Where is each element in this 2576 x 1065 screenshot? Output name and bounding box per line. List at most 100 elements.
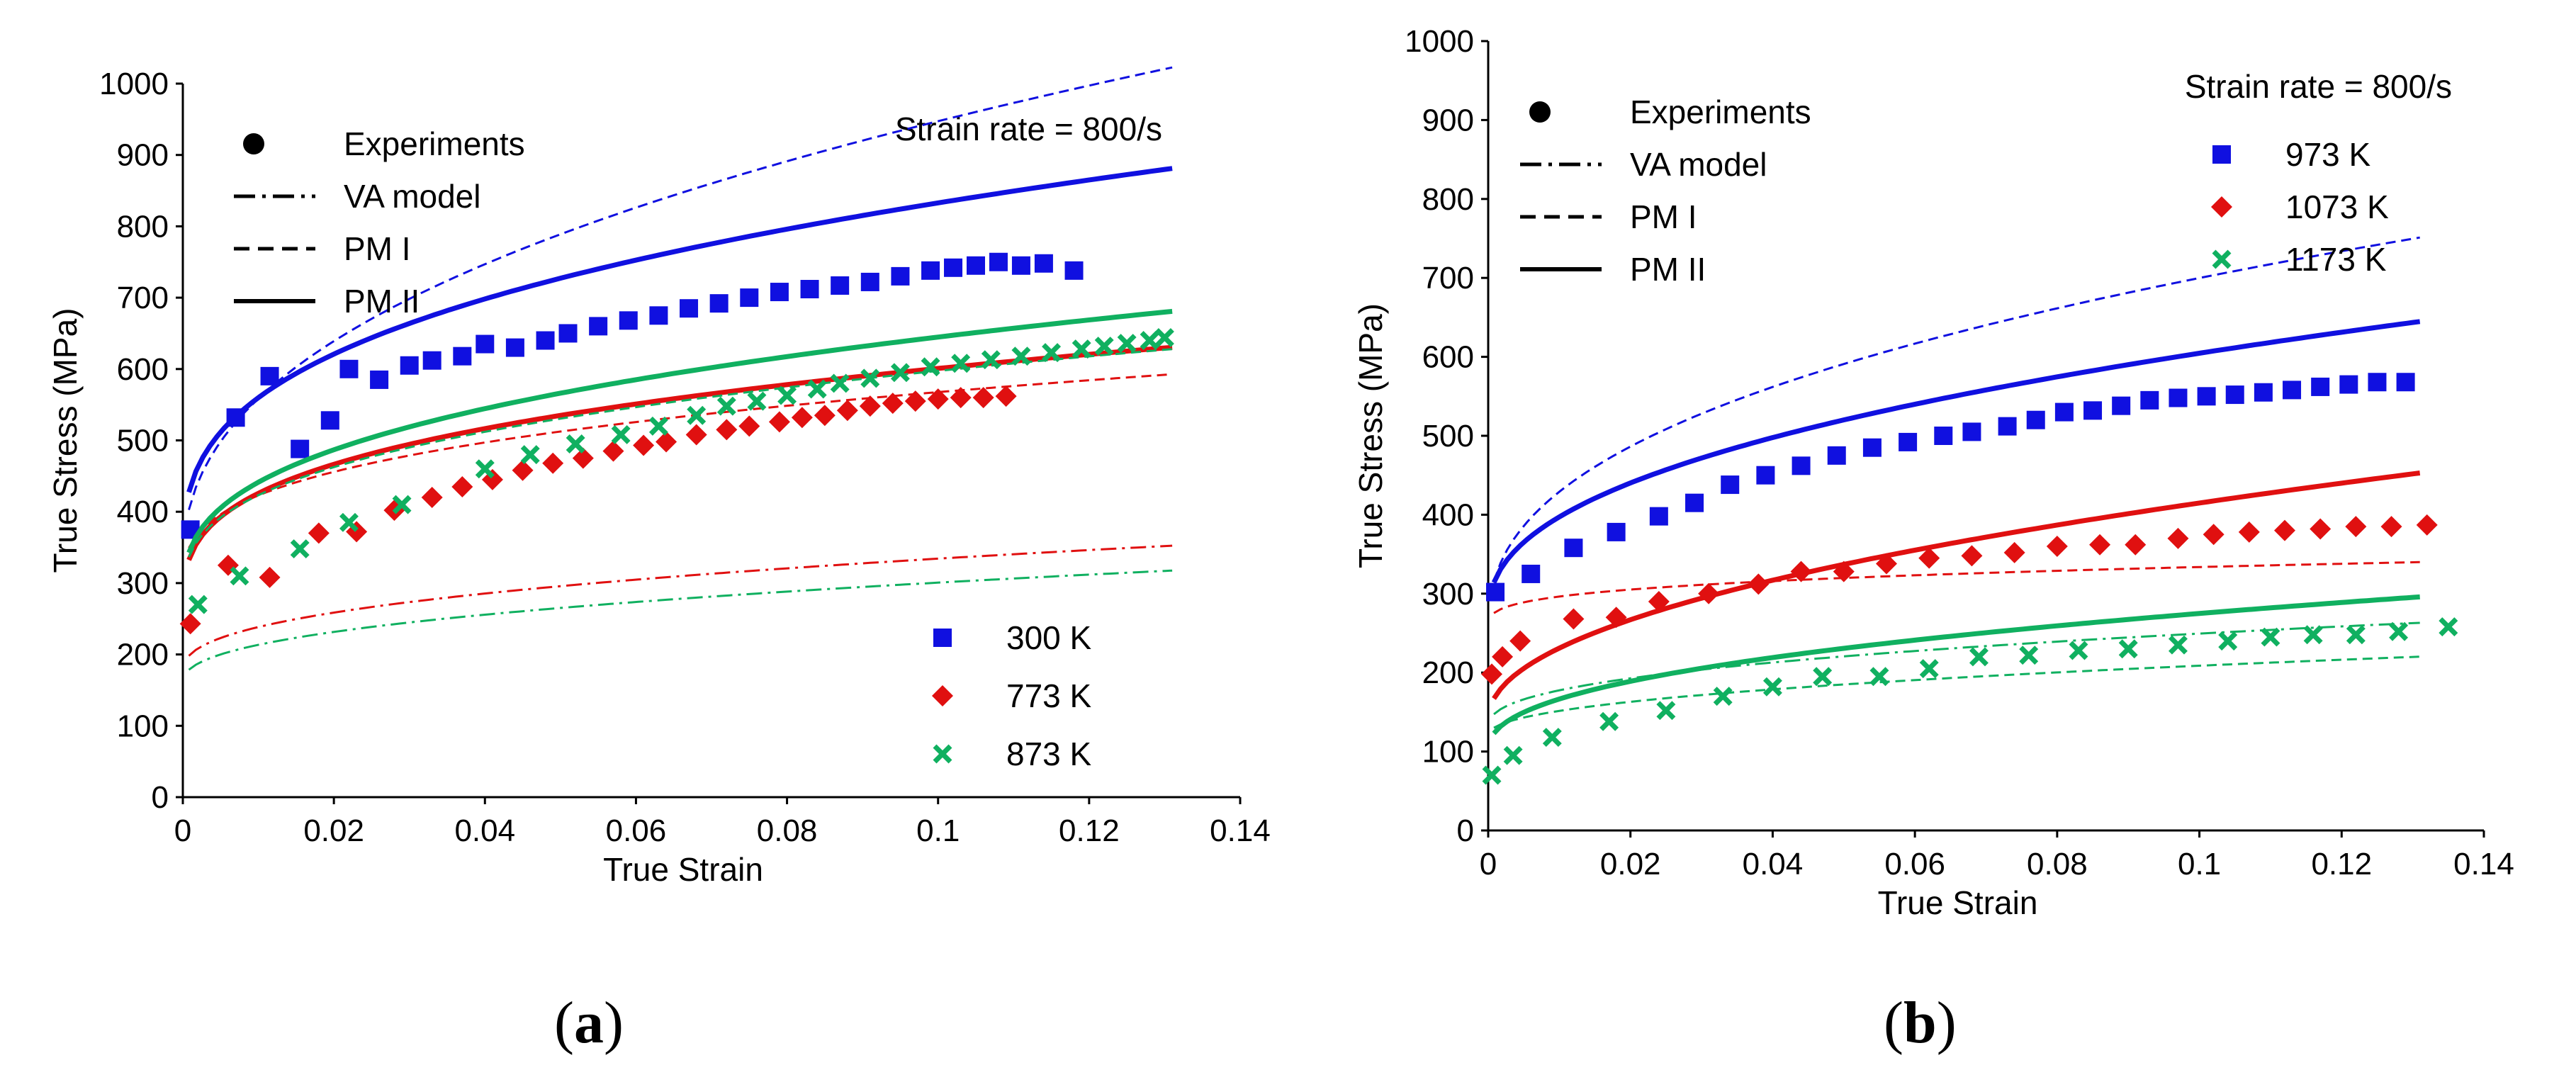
x-tick-label: 0.04 <box>1743 847 1804 881</box>
experiment-point <box>633 434 655 456</box>
experiment-point <box>476 334 495 354</box>
experiment-point <box>1748 573 1770 595</box>
experiment-point <box>370 370 389 389</box>
caption-b-letter: b <box>1903 990 1937 1056</box>
legend-series-label: 1173 K <box>2285 241 2387 278</box>
experiment-point <box>1492 646 1514 667</box>
legend-label: VA model <box>344 178 480 215</box>
experiment-point <box>291 439 310 458</box>
experiment-point <box>451 475 473 497</box>
experiment-point <box>680 299 699 318</box>
stress-strain-chart-b: 0 100 200 300 400 500 600 700 800 900 1000 0 0.02 0.0… <box>1352 24 2514 921</box>
y-tick-label: 300 <box>117 566 169 601</box>
legend-label: PM II <box>1630 251 1706 288</box>
x-tick-label: 0 <box>1480 847 1497 881</box>
experiment-point <box>2167 527 2189 549</box>
legend-series-label: 1073 K <box>2285 188 2389 225</box>
experiment-point <box>1503 745 1523 765</box>
experiment-point <box>1563 608 1585 630</box>
experiment-point <box>830 373 850 393</box>
experiment-point <box>589 317 608 336</box>
experiment-point <box>2125 534 2147 556</box>
experiment-point <box>1042 343 1062 363</box>
experiment-point <box>1756 466 1775 485</box>
experiment-point <box>1790 560 1812 582</box>
x-tick-label: 0.06 <box>606 813 667 848</box>
experiment-point <box>981 350 1001 370</box>
experiment-point <box>2026 410 2045 429</box>
experiment-point <box>308 522 330 544</box>
experiment-point <box>2054 402 2074 422</box>
caption-a-letter: a <box>573 990 604 1056</box>
experiment-point <box>1876 553 1897 575</box>
experiment-point <box>860 272 879 291</box>
legend-label: VA model <box>1630 146 1767 183</box>
experiment-point <box>2283 381 2302 400</box>
experiment-point <box>2439 617 2458 637</box>
experiment-point <box>1813 667 1833 687</box>
experiment-point <box>611 424 631 444</box>
experiment-point <box>1685 493 1704 512</box>
pm2-curve <box>186 308 1173 554</box>
experiment-point <box>860 368 880 388</box>
experiment-point <box>475 459 495 479</box>
experiment-point <box>505 338 524 357</box>
experiment-point <box>339 512 359 532</box>
experiment-point <box>2225 385 2244 405</box>
experiment-point <box>520 445 540 465</box>
experiment-point <box>891 266 910 286</box>
experiment-point <box>542 452 564 474</box>
experiment-point <box>2046 535 2068 557</box>
experiment-point <box>1721 475 1740 495</box>
experiment-point <box>972 387 994 409</box>
experiment-point <box>1117 334 1137 354</box>
caption-a: (a) <box>554 990 624 1056</box>
experiment-point <box>1934 427 1953 445</box>
experiment-point <box>1862 438 1882 457</box>
legend-marker <box>2211 196 2232 218</box>
pm1-curve <box>188 348 1173 558</box>
experiment-point <box>989 252 1008 271</box>
experiment-point <box>656 431 677 453</box>
experiment-point <box>2396 373 2415 392</box>
y-tick-label: 500 <box>1422 419 1474 453</box>
y-tick-label: 0 <box>152 780 169 815</box>
experiment-point <box>1962 422 1981 441</box>
experiment-point <box>2311 377 2330 396</box>
experiment-point <box>2416 514 2438 536</box>
x-tick-label: 0 <box>174 813 191 848</box>
pm1-curve <box>1492 236 2420 582</box>
legend-experiments-dot <box>243 133 264 154</box>
experiment-point <box>747 391 767 411</box>
experiment-point <box>836 400 858 422</box>
experiment-point <box>950 387 972 409</box>
experiment-point <box>260 366 279 385</box>
experiment-point <box>1481 663 1503 685</box>
experiment-point <box>566 434 585 454</box>
experiment-point <box>1564 539 1583 558</box>
pm1-curve <box>188 373 1173 549</box>
legend-marker <box>933 629 952 647</box>
experiment-point <box>2118 639 2138 659</box>
y-tick-label: 400 <box>117 495 169 529</box>
experiment-point <box>1827 446 1846 465</box>
series-973-k <box>1486 236 2421 602</box>
experiment-point <box>421 487 443 509</box>
experiment-point <box>800 280 819 299</box>
experiment-point <box>1607 522 1626 541</box>
experiment-point <box>2169 388 2188 407</box>
experiment-point <box>422 351 441 370</box>
experiment-point <box>2380 516 2402 538</box>
experiment-point <box>1140 331 1159 350</box>
experiment-point <box>619 311 638 330</box>
experiment-point <box>1509 630 1531 652</box>
y-tick-label: 600 <box>1422 340 1474 375</box>
experiment-point <box>2310 518 2332 540</box>
stress-strain-chart-a: 0 100 200 300 400 500 600 700 800 900 1000 0 0.02 0.0… <box>47 66 1271 888</box>
y-tick-label: 400 <box>1422 497 1474 532</box>
experiment-point <box>1542 728 1562 748</box>
y-tick-label: 500 <box>117 424 169 458</box>
experiment-point <box>768 411 790 433</box>
experiment-point <box>290 539 310 559</box>
y-tick-label: 800 <box>117 209 169 244</box>
